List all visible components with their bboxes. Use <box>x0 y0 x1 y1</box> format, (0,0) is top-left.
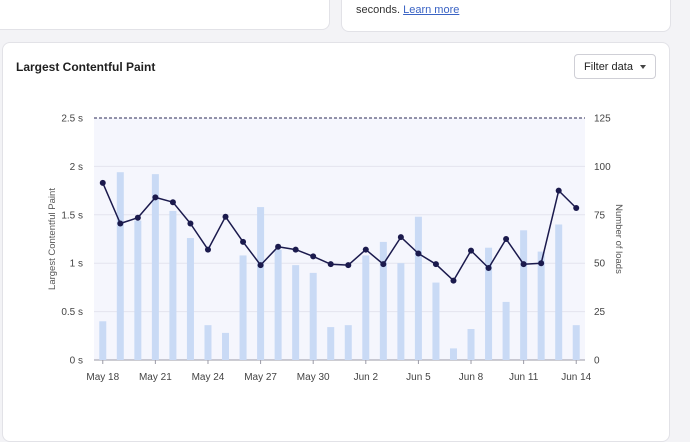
bar-loads <box>555 224 563 360</box>
summary-card-left <box>0 0 330 30</box>
lcp-point <box>468 247 475 254</box>
x-tick-label: Jun 11 <box>509 372 539 383</box>
x-tick-label: Jun 8 <box>459 372 484 383</box>
caret-down-icon <box>639 64 646 69</box>
bar-loads <box>432 282 440 360</box>
bar-loads <box>222 332 230 360</box>
lcp-point <box>432 261 439 268</box>
y-right-tick-label: 50 <box>594 259 606 270</box>
bar-loads <box>379 241 387 360</box>
lcp-point <box>117 220 124 227</box>
lcp-point <box>503 236 510 242</box>
lcp-point <box>152 194 159 201</box>
x-tick-label: May 24 <box>192 372 225 383</box>
bar-loads <box>257 207 265 360</box>
lcp-point <box>257 262 264 269</box>
bar-loads <box>99 321 107 360</box>
x-tick-label: Jun 5 <box>406 372 431 383</box>
info-text: seconds. Learn more <box>356 4 459 16</box>
x-tick-label: May 21 <box>139 372 172 383</box>
x-tick-label: May 30 <box>297 372 330 383</box>
lcp-point <box>362 246 369 253</box>
y-right-axis-title: Number of loads <box>613 204 624 274</box>
y-right-tick-label: 25 <box>594 307 606 318</box>
bar-loads <box>327 327 335 360</box>
bar-loads <box>520 230 528 360</box>
lcp-point <box>450 277 457 284</box>
y-left-tick-label: 0 s <box>70 356 83 367</box>
x-tick-label: Jun 14 <box>561 372 591 383</box>
filter-data-button[interactable]: Filter data <box>574 54 656 79</box>
lcp-point <box>380 261 387 268</box>
lcp-line <box>102 182 577 282</box>
y-left-tick-label: 2.5 s <box>61 114 83 125</box>
y-right-tick-label: 100 <box>594 162 611 173</box>
x-tick-label: Jun 2 <box>354 372 379 383</box>
lcp-point <box>397 234 404 241</box>
lcp-point <box>134 214 141 221</box>
bar-loads <box>572 325 580 360</box>
lcp-point <box>310 253 317 260</box>
bar-loads <box>169 210 177 360</box>
bar-loads <box>134 220 142 360</box>
lcp-point <box>327 261 334 268</box>
bar-loads <box>292 265 300 360</box>
bar-loads <box>344 325 352 360</box>
y-left-axis-title: Largest Contentful Paint <box>47 188 58 290</box>
bar-loads <box>537 251 545 360</box>
y-left-tick-label: 1 s <box>70 259 83 270</box>
info-text-body: seconds. <box>356 4 401 16</box>
learn-more-link[interactable]: Learn more <box>403 4 460 16</box>
lcp-point <box>187 220 194 227</box>
bar-loads <box>186 238 194 360</box>
y-right-tick-label: 125 <box>594 114 611 125</box>
bar-loads <box>239 255 247 360</box>
bar-loads <box>467 329 475 360</box>
bar-loads <box>502 301 510 360</box>
lcp-point <box>485 265 492 272</box>
lcp-point <box>573 205 580 212</box>
bar-loads <box>414 216 422 360</box>
summary-card-right: seconds. Learn more <box>341 0 671 32</box>
lcp-point <box>169 199 176 206</box>
lcp-point <box>275 243 282 250</box>
y-right-tick-label: 0 <box>594 356 600 367</box>
y-right-tick-label: 75 <box>594 210 606 221</box>
x-tick-label: May 27 <box>244 372 277 383</box>
lcp-point <box>222 213 229 220</box>
filter-data-label: Filter data <box>584 60 633 73</box>
bar-loads <box>274 249 282 360</box>
x-tick-label: May 18 <box>86 372 119 383</box>
lcp-point <box>204 246 211 253</box>
lcp-point <box>415 250 422 257</box>
lcp-chart: 0 s 0 0.5 s 25 1 s 50 1.5 s 75 2 s 100 2.5 s 125 May… <box>47 114 624 384</box>
bar-loads <box>309 272 317 360</box>
plot-area <box>94 118 585 360</box>
bar-loads <box>151 174 159 360</box>
lcp-point <box>555 187 562 194</box>
bar-loads <box>204 325 212 360</box>
bar-loads <box>397 263 405 360</box>
card-title: Largest Contentful Paint <box>16 60 156 74</box>
y-left-tick-label: 2 s <box>70 162 83 173</box>
y-left-tick-label: 1.5 s <box>61 210 83 221</box>
lcp-point <box>538 260 545 267</box>
bar-loads <box>485 247 493 360</box>
bar-loads <box>362 255 370 360</box>
lcp-point <box>240 238 247 245</box>
bar-loads <box>449 348 457 360</box>
bar-loads <box>116 172 124 360</box>
lcp-point <box>99 179 106 186</box>
lcp-point <box>292 246 299 253</box>
lcp-point <box>345 262 352 269</box>
y-left-tick-label: 0.5 s <box>61 307 83 318</box>
lcp-point <box>520 261 527 268</box>
